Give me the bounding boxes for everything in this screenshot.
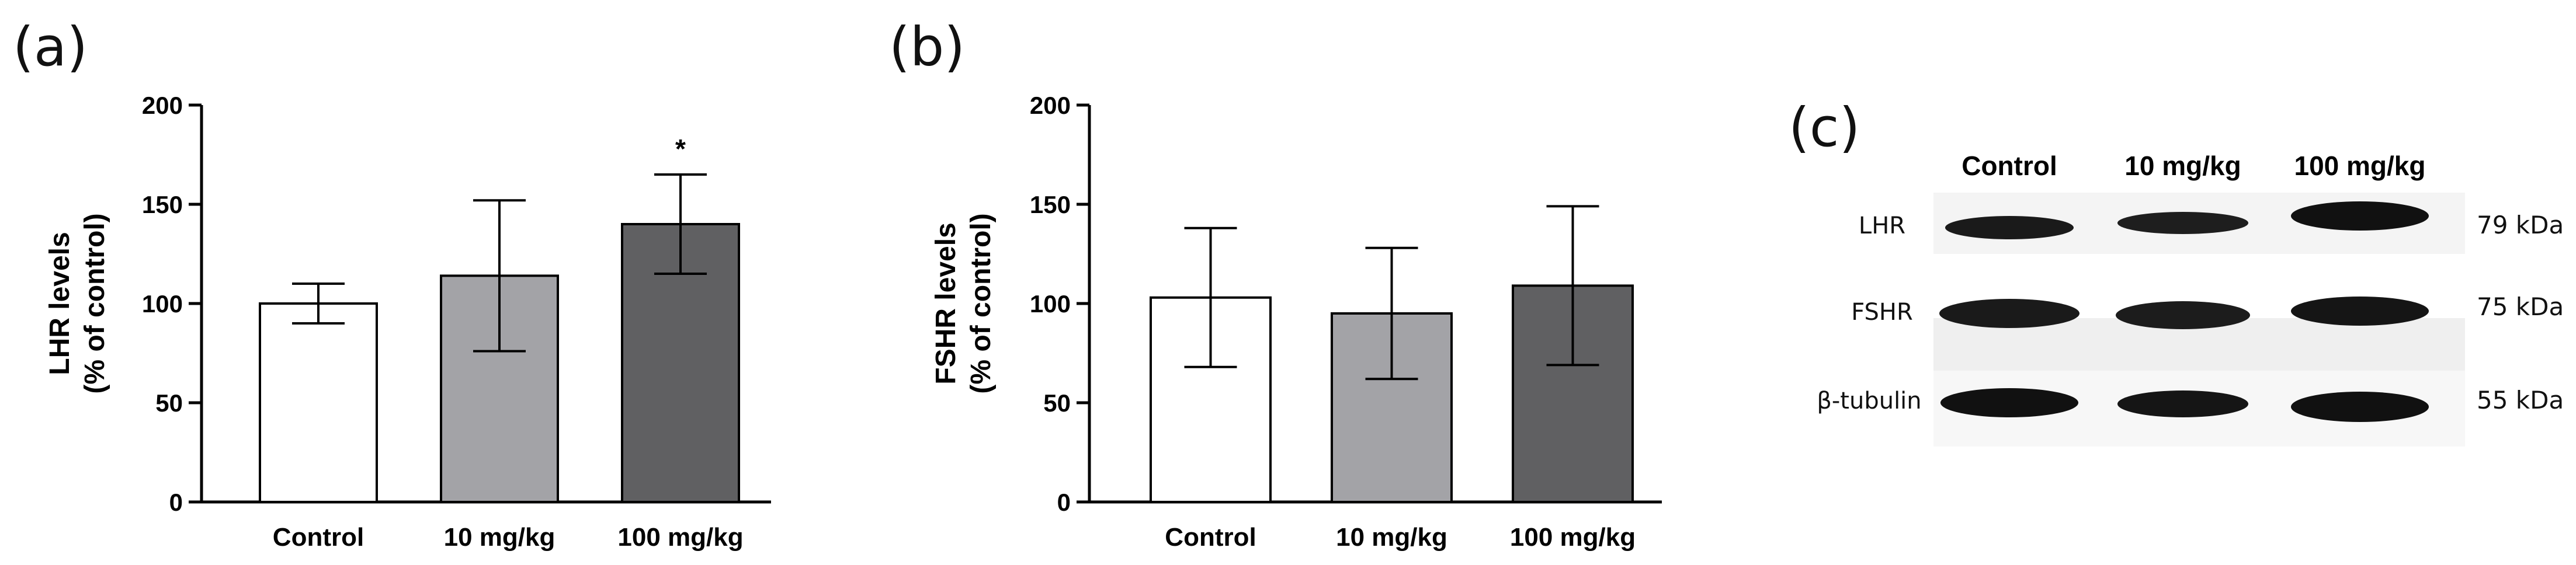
- panel-a-y-tick-label-0: 0: [169, 489, 183, 516]
- panel-a-category-label-2: 100 mg/kg: [617, 523, 743, 552]
- panel-c-letter: (c): [1789, 96, 1860, 159]
- panel-b-y-tick-label-200: 200: [1030, 92, 1071, 119]
- band-tubulin-100mg: [2291, 392, 2429, 422]
- blot-bands: [1939, 201, 2429, 422]
- panel-a-significance-2: *: [675, 134, 686, 164]
- blot-mw-tubulin: 55 kDa: [2477, 386, 2564, 414]
- panel-b-y-tick-label-100: 100: [1030, 290, 1071, 318]
- panel-a-letter: (a): [13, 16, 88, 78]
- panel-a-ylabel-line1: LHR levels: [44, 232, 75, 375]
- band-fshr-100mg: [2291, 297, 2429, 326]
- panel-a-y-tick-label-50: 50: [155, 389, 183, 417]
- blot-row-label-lhr: LHR: [1859, 212, 1905, 239]
- panel-b-y-tick-label-50: 50: [1043, 389, 1071, 417]
- panel-b-ylabel-line1: FSHR levels: [931, 222, 961, 384]
- panel-a-ylabel-line2: (% of control): [79, 213, 110, 393]
- panel-a-y-tick-label-100: 100: [142, 290, 183, 318]
- panel-a-category-label-1: 10 mg/kg: [444, 523, 556, 552]
- band-lhr-control: [1945, 216, 2074, 239]
- panel-a-category-label-0: Control: [273, 523, 364, 552]
- blot-row-label-fshr: FSHR: [1851, 299, 1913, 326]
- panel-b-y-tick-label-0: 0: [1057, 489, 1071, 516]
- band-lhr-100mg: [2291, 201, 2429, 231]
- blot-header-100mg: 100 mg/kg: [2294, 151, 2426, 181]
- panel-a-y-tick-label-150: 150: [142, 191, 183, 218]
- panel-b-category-label-1: 10 mg/kg: [1336, 523, 1447, 552]
- panel-a-y-tick-label-200: 200: [142, 92, 183, 119]
- band-lhr-10mg: [2117, 212, 2248, 234]
- blot-header-10mg: 10 mg/kg: [2124, 151, 2241, 181]
- band-fshr-control: [1939, 299, 2079, 328]
- panel-b-ylabel-line2: (% of control): [966, 213, 997, 393]
- blot-mw-lhr: 79 kDa: [2477, 211, 2564, 239]
- band-tubulin-10mg: [2117, 390, 2248, 417]
- panel-a-bar-2: [621, 223, 740, 503]
- panel-a-lhr-bar-chart: (a) LHR levels (% of control) 0 50 100 150 2…: [13, 16, 771, 552]
- band-tubulin-control: [1940, 388, 2078, 417]
- panel-b-category-label-0: Control: [1165, 523, 1256, 552]
- blot-header-control: Control: [1961, 151, 2057, 181]
- panel-b-category-label-2: 100 mg/kg: [1510, 523, 1636, 552]
- panel-b-y-tick-label-150: 150: [1030, 191, 1071, 218]
- blot-mw-fshr: 75 kDa: [2477, 292, 2564, 321]
- panel-c-western-blot: (c) Control 10 mg/kg 100 mg/kg LHR FSHR …: [1789, 96, 2564, 447]
- panel-b-fshr-bar-chart: (b) FSHR levels (% of control) 0 50 100 150…: [889, 16, 1662, 552]
- band-fshr-10mg: [2116, 301, 2250, 329]
- panel-a-bar-0: [259, 302, 378, 503]
- panel-b-letter: (b): [889, 16, 965, 78]
- blot-row-label-tubulin: β-tubulin: [1817, 388, 1921, 414]
